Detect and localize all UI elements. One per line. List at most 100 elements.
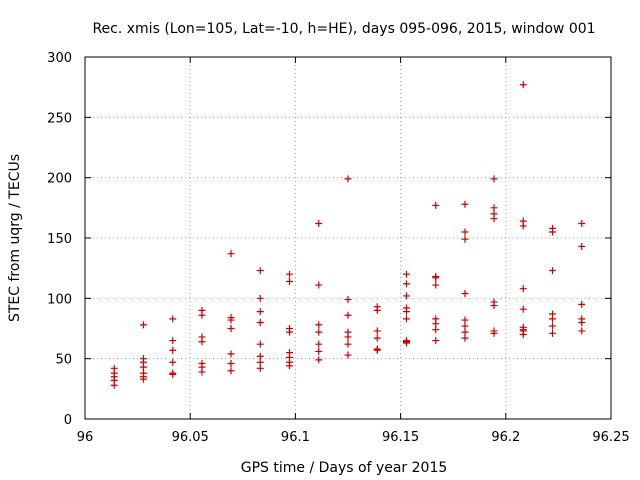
x-tick-label: 96.15 — [382, 430, 419, 445]
data-point — [461, 228, 469, 236]
data-point — [344, 340, 352, 348]
data-points — [110, 81, 586, 389]
data-point — [461, 334, 469, 342]
data-point — [578, 318, 586, 326]
y-tick-label: 300 — [47, 51, 72, 66]
data-point — [256, 294, 264, 302]
data-point — [227, 316, 235, 324]
data-point — [286, 270, 294, 278]
data-point — [549, 228, 557, 236]
x-tick-label: 96 — [77, 430, 94, 445]
data-point — [169, 358, 177, 366]
data-point — [519, 222, 527, 230]
data-point — [549, 267, 557, 275]
data-point — [490, 204, 498, 212]
data-point — [578, 300, 586, 308]
y-tick-label: 250 — [47, 111, 72, 126]
data-point — [256, 318, 264, 326]
y-tick-label: 200 — [47, 172, 72, 187]
data-point — [256, 267, 264, 275]
data-point — [402, 308, 410, 316]
data-point — [315, 347, 323, 355]
data-point — [256, 340, 264, 348]
data-point — [490, 175, 498, 183]
data-point — [578, 242, 586, 250]
data-point — [169, 370, 177, 378]
data-point — [198, 311, 206, 319]
data-point — [110, 381, 118, 389]
data-point — [344, 351, 352, 359]
data-point — [256, 308, 264, 316]
x-tick-label: 96.1 — [281, 430, 310, 445]
data-point — [402, 339, 410, 347]
data-point — [256, 358, 264, 366]
data-point — [402, 315, 410, 323]
data-point — [578, 220, 586, 228]
data-point — [227, 325, 235, 332]
data-point — [315, 220, 323, 228]
data-point — [461, 235, 469, 243]
data-point — [578, 327, 586, 335]
data-point — [461, 200, 469, 208]
y-tick-label: 0 — [64, 413, 72, 428]
data-point — [432, 326, 440, 334]
data-point — [169, 315, 177, 323]
data-point — [227, 359, 235, 367]
data-point — [549, 322, 557, 330]
data-point — [315, 321, 323, 329]
data-point — [256, 364, 264, 372]
x-tick-label: 96.05 — [172, 430, 209, 445]
y-tick-label: 100 — [47, 292, 72, 307]
x-tick-label: 96.25 — [592, 430, 629, 445]
data-point — [549, 329, 557, 337]
data-point — [227, 250, 235, 258]
data-point — [344, 296, 352, 304]
data-point — [490, 215, 498, 223]
y-tick-label: 150 — [47, 232, 72, 247]
axis-ticks: 0 50 100 150 200 250 300 96 96.05 96.1 96.15 96.2 96… — [47, 51, 629, 445]
grid — [85, 57, 611, 419]
data-point — [373, 306, 381, 314]
data-point — [490, 329, 498, 337]
data-point — [169, 346, 177, 354]
x-tick-label: 96.2 — [491, 430, 520, 445]
data-point — [432, 337, 440, 345]
data-point — [344, 175, 352, 183]
data-point — [519, 81, 527, 89]
data-point — [461, 316, 469, 324]
data-point — [402, 270, 410, 278]
data-point — [432, 281, 440, 289]
y-tick-label: 50 — [55, 353, 72, 368]
data-point — [519, 331, 527, 339]
data-point — [169, 337, 177, 345]
y-axis-label: STEC from uqrg / TECUs — [7, 154, 23, 322]
data-point — [227, 350, 235, 358]
data-point — [402, 280, 410, 288]
data-point — [402, 292, 410, 300]
data-point — [286, 362, 294, 370]
x-axis-label: GPS time / Days of year 2015 — [241, 460, 448, 476]
data-point — [344, 333, 352, 341]
data-point — [198, 338, 206, 346]
data-point — [315, 356, 323, 364]
data-point — [227, 367, 235, 375]
data-point — [315, 281, 323, 289]
data-point — [139, 363, 147, 371]
data-point — [344, 311, 352, 319]
data-point — [373, 327, 381, 335]
data-point — [432, 320, 440, 328]
data-point — [256, 352, 264, 360]
plot-frame — [84, 56, 612, 420]
data-point — [315, 328, 323, 336]
data-point — [461, 322, 469, 330]
data-point — [432, 201, 440, 209]
data-point — [519, 305, 527, 313]
data-point — [139, 321, 147, 329]
data-point — [490, 302, 498, 310]
data-point — [373, 346, 381, 354]
data-point — [139, 375, 147, 383]
data-point — [432, 274, 440, 282]
data-point — [286, 277, 294, 285]
data-point — [198, 368, 206, 376]
chart-title: Rec. xmis (Lon=105, Lat=-10, h=HE), days… — [92, 21, 595, 37]
